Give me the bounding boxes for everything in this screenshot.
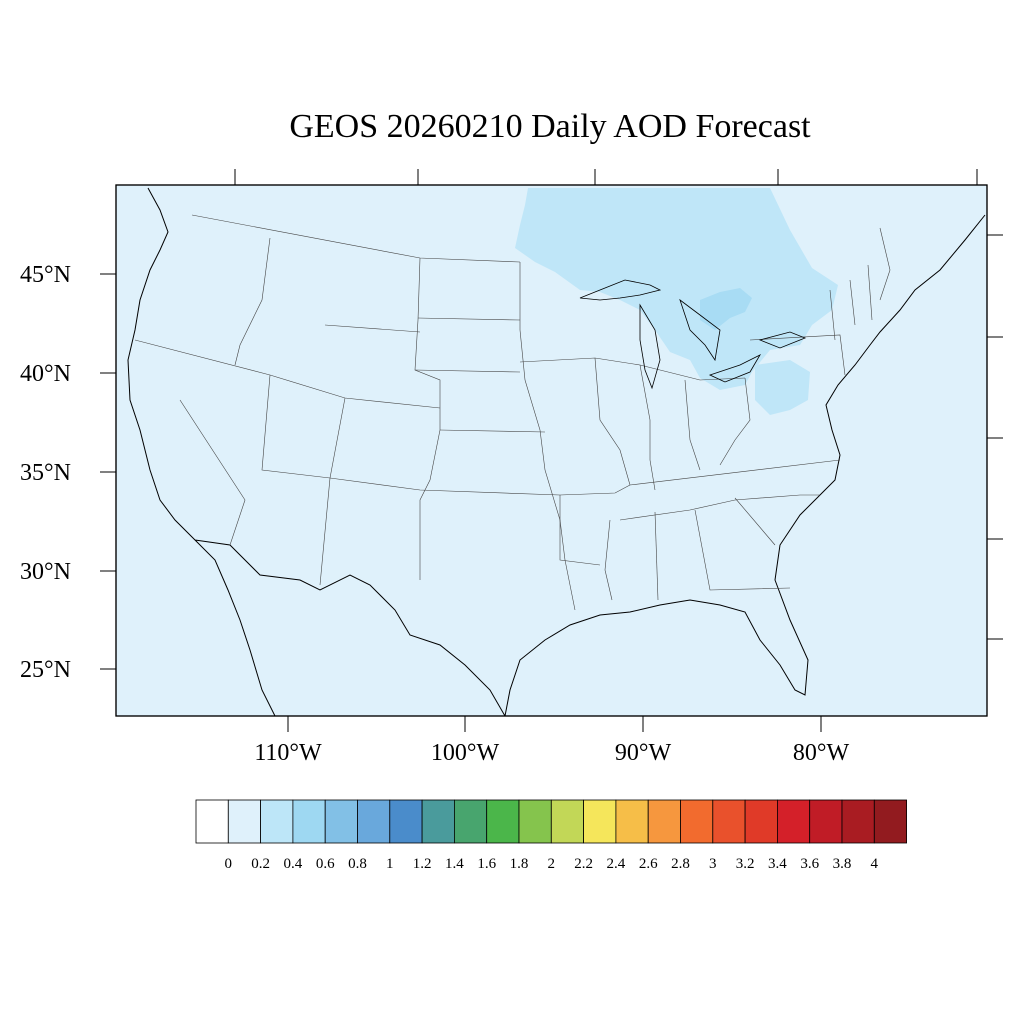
colorbar-swatch (809, 799, 843, 844)
colorbar-label: 0.6 (316, 856, 335, 872)
great-lakes (579, 279, 807, 390)
colorbar-swatch (873, 799, 907, 844)
colorbar-swatch (389, 799, 423, 844)
colorbar-label: 2.8 (671, 856, 690, 872)
colorbar-label: 0.2 (251, 856, 270, 872)
lon-label-90w: 90°W (615, 740, 672, 766)
map-background (115, 184, 988, 717)
colorbar-label: 0.4 (284, 856, 303, 872)
colorbar-swatch (518, 799, 552, 844)
left-ticks (100, 273, 116, 670)
colorbar-label: 2 (548, 856, 556, 872)
lat-label-40: 40°N (20, 361, 71, 387)
map-title: GEOS 20260210 Daily AOD Forecast (289, 108, 811, 145)
colorbar-label: 1 (386, 856, 394, 872)
colorbar-swatch (324, 799, 358, 844)
top-ticks (234, 169, 978, 185)
lon-label-110w: 110°W (254, 740, 322, 766)
colorbar-swatch (777, 799, 811, 844)
colorbar-label: 2.2 (574, 856, 593, 872)
aod-region-high (700, 288, 752, 330)
colorbar-swatch (453, 799, 488, 844)
bottom-ticks (287, 716, 822, 732)
colorbar-label: 1.8 (510, 856, 529, 872)
colorbar (195, 799, 907, 844)
colorbar-swatch (583, 799, 617, 844)
colorbar-label: 3.8 (833, 856, 852, 872)
colorbar-swatch (841, 799, 875, 844)
colorbar-swatch (357, 799, 391, 844)
lat-label-35: 35°N (20, 460, 71, 486)
lon-label-80w: 80°W (793, 740, 850, 766)
colorbar-label: 3.4 (768, 856, 787, 872)
colorbar-label: 0 (225, 856, 233, 872)
colorbar-swatch (260, 799, 294, 844)
lat-label-30: 30°N (20, 559, 71, 585)
colorbar-swatch (615, 799, 649, 844)
colorbar-swatch (680, 799, 714, 844)
colorbar-swatch (647, 799, 681, 844)
colorbar-swatch (227, 799, 262, 844)
aod-region-east (755, 360, 810, 415)
colorbar-swatch (486, 799, 520, 844)
colorbar-swatch (421, 799, 455, 844)
colorbar-swatch (195, 799, 229, 844)
colorbar-label: 1.4 (445, 856, 464, 872)
colorbar-label: 4 (871, 856, 879, 872)
colorbar-swatch (712, 799, 746, 844)
colorbar-label: 3 (709, 856, 717, 872)
colorbar-swatch (292, 799, 326, 844)
coastline-outline (127, 187, 986, 717)
colorbar-swatch (550, 799, 584, 844)
lat-label-25: 25°N (20, 657, 71, 683)
lon-label-100w: 100°W (431, 740, 500, 766)
right-ticks (987, 234, 1003, 640)
colorbar-labels: 0 0.2 0.4 0.6 0.8 1 1.2 1.4 1.6 1.8 2 2.2 2.4 2.6 2.8 3… (225, 856, 879, 872)
state-borders (134, 214, 891, 611)
colorbar-label: 3.6 (800, 856, 819, 872)
colorbar-label: 2.4 (607, 856, 626, 872)
lat-label-45: 45°N (20, 262, 71, 288)
colorbar-label: 3.2 (736, 856, 755, 872)
colorbar-label: 1.6 (477, 856, 496, 872)
colorbar-label: 0.8 (348, 856, 367, 872)
colorbar-label: 1.2 (413, 856, 432, 872)
colorbar-swatch (744, 799, 778, 844)
colorbar-label: 2.6 (639, 856, 658, 872)
